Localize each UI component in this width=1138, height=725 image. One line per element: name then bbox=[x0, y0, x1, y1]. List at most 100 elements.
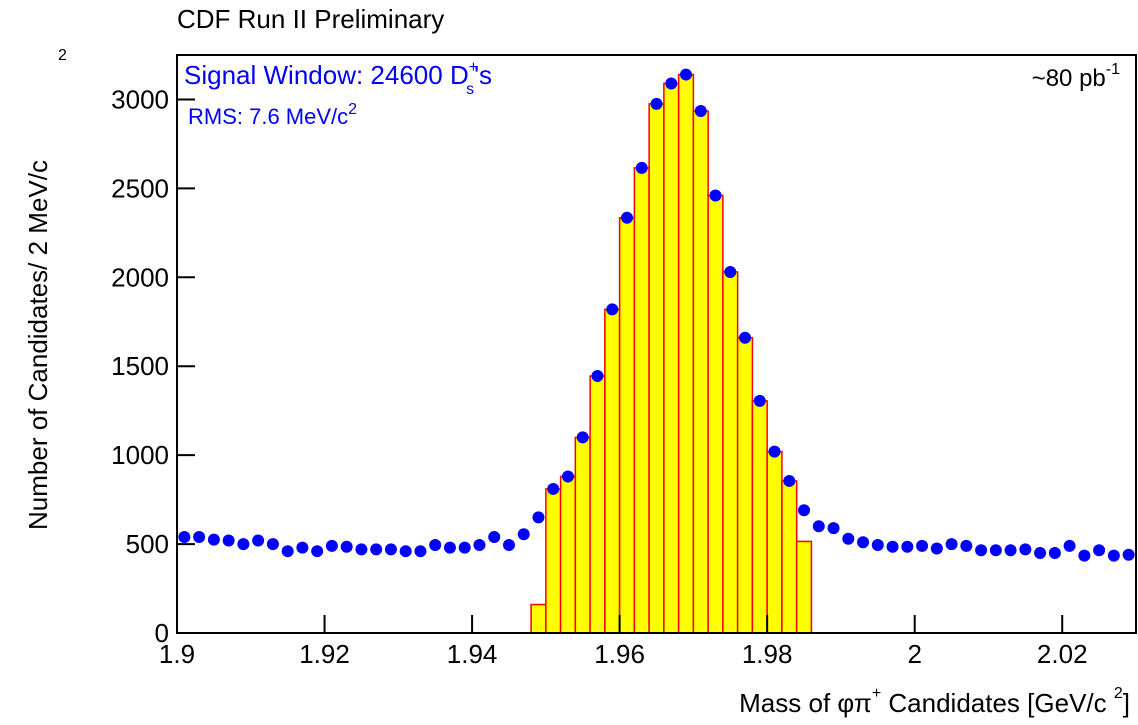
data-point bbox=[532, 511, 545, 524]
chart-title: CDF Run II Preliminary bbox=[177, 4, 444, 34]
data-point bbox=[296, 541, 309, 554]
x-label-sup2: 2 bbox=[1114, 685, 1123, 702]
data-point bbox=[1034, 546, 1047, 559]
data-point bbox=[857, 536, 870, 549]
histogram-bar bbox=[559, 475, 577, 634]
data-point bbox=[488, 530, 501, 543]
x-label-text: Mass of φπ bbox=[739, 688, 872, 718]
data-point bbox=[768, 445, 781, 458]
data-point bbox=[591, 370, 604, 383]
rms-text: RMS: 7.6 MeV/c bbox=[188, 104, 348, 129]
data-point bbox=[325, 539, 338, 552]
data-point bbox=[827, 522, 840, 535]
data-point bbox=[930, 542, 943, 555]
data-point bbox=[665, 77, 678, 90]
histogram-bar bbox=[692, 110, 709, 634]
histogram-bar bbox=[633, 167, 650, 634]
data-point bbox=[281, 545, 294, 558]
y-tick-label: 1000 bbox=[111, 440, 169, 470]
y-tick-label: 500 bbox=[126, 529, 169, 559]
data-point bbox=[960, 539, 973, 552]
lumi-annotation: ~80 pb-1 bbox=[1032, 61, 1120, 92]
data-point bbox=[547, 482, 560, 495]
data-point bbox=[1093, 544, 1106, 557]
data-point bbox=[901, 540, 914, 553]
data-point bbox=[739, 331, 752, 344]
plot-frame bbox=[176, 54, 1137, 634]
data-point bbox=[1048, 546, 1061, 559]
data-point bbox=[429, 538, 442, 551]
histogram-bar bbox=[604, 308, 621, 634]
signal-suffix: 's bbox=[474, 60, 492, 90]
data-point bbox=[945, 538, 958, 551]
data-point bbox=[871, 538, 884, 551]
data-point bbox=[517, 528, 530, 541]
data-point bbox=[561, 470, 574, 483]
histogram-bar bbox=[545, 488, 562, 634]
data-point bbox=[1122, 548, 1135, 561]
lumi-text: ~80 pb bbox=[1032, 65, 1106, 92]
histogram-bar bbox=[722, 271, 739, 634]
x-label-middle: Candidates [GeV/c bbox=[881, 688, 1114, 718]
histogram-bar bbox=[707, 194, 724, 634]
histogram-bar bbox=[766, 450, 783, 634]
data-point bbox=[1078, 549, 1091, 562]
data-point bbox=[842, 532, 855, 545]
x-tick-label: 1.9 bbox=[159, 639, 195, 669]
signal-annotation: Signal Window: 24600 D+ s's bbox=[184, 59, 492, 98]
data-point bbox=[193, 530, 206, 543]
data-point bbox=[502, 538, 515, 551]
data-point bbox=[812, 520, 825, 533]
data-point bbox=[650, 97, 663, 110]
histogram-bar bbox=[736, 337, 754, 634]
x-axis-label: Mass of φπ+ Candidates [GeV/c 2] bbox=[739, 685, 1130, 718]
rms-annotation: RMS: 7.6 MeV/c2 bbox=[188, 101, 357, 129]
data-point bbox=[709, 189, 722, 202]
data-point bbox=[680, 68, 693, 81]
data-point bbox=[576, 431, 589, 444]
data-point bbox=[311, 545, 324, 558]
data-point bbox=[1107, 549, 1120, 562]
data-point bbox=[1063, 539, 1076, 552]
x-label-sup: + bbox=[872, 685, 881, 702]
data-point bbox=[1019, 543, 1032, 556]
histogram-bar bbox=[618, 216, 636, 634]
data-point bbox=[178, 530, 191, 543]
data-point bbox=[237, 538, 250, 551]
data-point bbox=[975, 544, 988, 557]
x-tick-label: 1.98 bbox=[742, 639, 793, 669]
histogram-bar bbox=[530, 603, 547, 634]
data-point bbox=[252, 534, 265, 547]
data-point bbox=[266, 538, 279, 551]
y-axis-label-sup: 2 bbox=[58, 47, 67, 64]
histogram-bar bbox=[677, 73, 695, 634]
y-tick-label: 2500 bbox=[111, 173, 169, 203]
y-tick-label: 2000 bbox=[111, 262, 169, 292]
data-point bbox=[886, 540, 899, 553]
histogram-bar bbox=[589, 375, 606, 634]
histogram-bar bbox=[795, 540, 813, 634]
x-label-end: ] bbox=[1123, 688, 1130, 718]
data-point bbox=[753, 394, 766, 407]
data-point bbox=[458, 541, 471, 554]
data-point bbox=[1004, 544, 1017, 557]
data-point bbox=[443, 541, 456, 554]
histogram-bar bbox=[781, 480, 798, 634]
data-point bbox=[222, 534, 235, 547]
lumi-sup: -1 bbox=[1106, 61, 1120, 78]
data-point bbox=[414, 545, 427, 558]
data-point bbox=[620, 211, 633, 224]
data-point bbox=[916, 539, 929, 552]
data-point bbox=[798, 504, 811, 517]
x-tick-label: 1.94 bbox=[447, 639, 498, 669]
data-point bbox=[473, 538, 486, 551]
data-point bbox=[783, 474, 796, 487]
y-tick-label: 3000 bbox=[111, 84, 169, 114]
rms-sup: 2 bbox=[348, 101, 357, 118]
y-tick-label: 0 bbox=[155, 618, 169, 648]
y-axis-label: Number of Candidates/ 2 MeV/c bbox=[23, 160, 53, 530]
data-point bbox=[384, 543, 397, 556]
x-tick-label: 1.96 bbox=[594, 639, 645, 669]
x-tick-label: 1.92 bbox=[299, 639, 350, 669]
x-tick-label: 2 bbox=[907, 639, 921, 669]
